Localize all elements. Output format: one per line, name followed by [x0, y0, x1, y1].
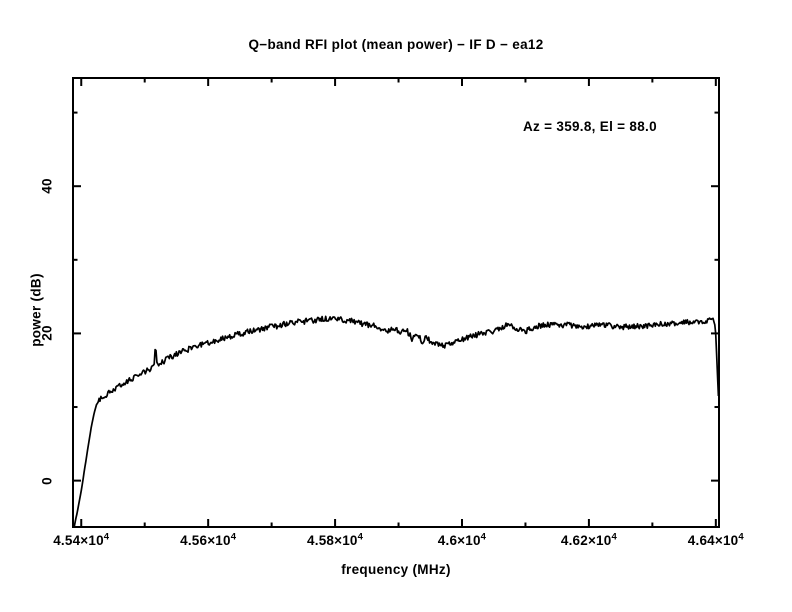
x-tick-label: 4.58×104: [307, 531, 364, 548]
y-axis-label: power (dB): [28, 273, 44, 347]
x-axis-label: frequency (MHz): [341, 562, 451, 577]
x-tick-label: 4.64×104: [687, 531, 744, 548]
axis-ticks: [73, 78, 719, 527]
x-tick-label: 4.62×104: [560, 531, 617, 548]
x-tick-label: 4.56×104: [180, 531, 237, 548]
rfi-curve: [73, 315, 720, 527]
y-tick-label: 0: [39, 476, 55, 485]
az-el-annotation: Az = 359.8, El = 88.0: [523, 119, 657, 134]
plot-frame: [72, 77, 720, 528]
x-tick-label: 4.54×104: [53, 531, 110, 548]
x-tick-label: 4.6×104: [437, 531, 487, 548]
y-tick-label: 40: [39, 178, 55, 194]
plot-title: Q−band RFI plot (mean power) − IF D − ea…: [248, 37, 544, 52]
